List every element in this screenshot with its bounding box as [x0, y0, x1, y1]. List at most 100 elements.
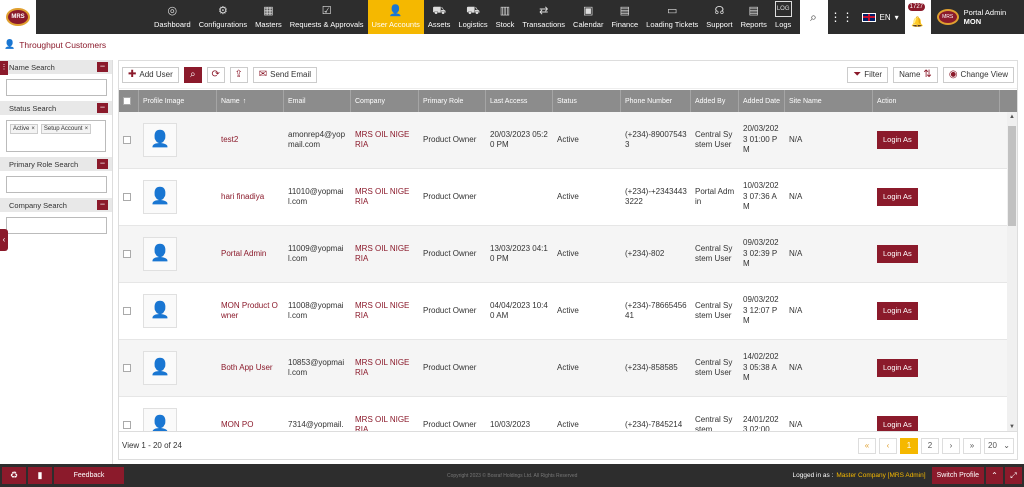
- column-header-site-name[interactable]: Site Name: [785, 90, 873, 112]
- send-email-button[interactable]: ✉ Send Email: [252, 66, 318, 83]
- column-header-status[interactable]: Status: [553, 90, 621, 112]
- nav-item-logistics[interactable]: ⛟ Logistics: [454, 0, 491, 34]
- cell-value[interactable]: Portal Admin: [221, 248, 267, 258]
- cell-value[interactable]: hari finadiya: [221, 191, 265, 201]
- nav-item-masters[interactable]: ▦ Masters: [251, 0, 286, 34]
- apps-grid-icon[interactable]: ⋮⋮: [829, 10, 854, 24]
- select-all-checkbox[interactable]: [123, 97, 131, 105]
- recycle-icon[interactable]: ♻: [2, 467, 26, 484]
- status-tag-setup-account[interactable]: Setup Account ×: [40, 124, 92, 134]
- table-row[interactable]: 👤 MON PO 7314@yopmail. MRS OIL NIGERIA Produ…: [119, 397, 1017, 432]
- page-1-button[interactable]: 1: [900, 437, 918, 454]
- change-view-button[interactable]: ◉ Change View: [942, 66, 1014, 83]
- bookmark-icon[interactable]: ▮: [28, 467, 52, 484]
- nav-item-user-accounts[interactable]: 👤 User Accounts: [367, 0, 424, 34]
- column-header-last-access[interactable]: Last Access: [486, 90, 553, 112]
- feedback-button[interactable]: Feedback: [54, 467, 124, 484]
- nav-item-finance[interactable]: ▤ Finance: [607, 0, 642, 34]
- row-checkbox[interactable]: [123, 193, 131, 201]
- column-header-added-date[interactable]: Added Date: [739, 90, 785, 112]
- table-row[interactable]: 👤 hari finadiya 11010@yopmail.com MRS OIL N…: [119, 169, 1017, 226]
- notification-bell[interactable]: 1727 🔔: [904, 0, 931, 34]
- login-as-button[interactable]: Login As: [877, 130, 918, 150]
- row-checkbox[interactable]: [123, 136, 131, 144]
- collapse-primary-role-search-button[interactable]: −: [97, 159, 108, 169]
- login-as-button[interactable]: Login As: [877, 358, 918, 378]
- cell-added-by: Central System User: [691, 340, 739, 396]
- cell-value[interactable]: test2: [221, 134, 239, 144]
- status-search-multiselect[interactable]: Active × Setup Account ×: [6, 120, 106, 152]
- table-row[interactable]: 👤 test2 amonrep4@yopmail.com MRS OIL NIGERI…: [119, 112, 1017, 169]
- nav-item-reports[interactable]: ▤ Reports: [737, 0, 771, 34]
- company-search-input[interactable]: [6, 217, 107, 234]
- cell-value: Product Owner: [423, 305, 477, 315]
- table-scrollbar[interactable]: ▲ ▼: [1007, 112, 1017, 432]
- page-size-select[interactable]: 20 ⌄: [984, 437, 1014, 454]
- nav-item-stock[interactable]: ▥ Stock: [492, 0, 519, 34]
- cell-value[interactable]: MON PO: [221, 419, 254, 429]
- cell-value[interactable]: MON Product Owner: [221, 300, 278, 321]
- nav-item-loading-tickets[interactable]: ▭ Loading Tickets: [642, 0, 702, 34]
- scroll-down-icon[interactable]: ▼: [1009, 424, 1015, 430]
- fullscreen-icon[interactable]: ⤢: [1005, 467, 1022, 484]
- row-checkbox[interactable]: [123, 250, 131, 258]
- scrollbar-thumb[interactable]: [1008, 126, 1016, 226]
- nav-item-transactions[interactable]: ⇄ Transactions: [518, 0, 569, 34]
- column-header-email[interactable]: Email: [284, 90, 351, 112]
- sidebar-menu-handle[interactable]: ⋮: [0, 61, 8, 75]
- login-as-button[interactable]: Login As: [877, 415, 918, 432]
- name-search-input[interactable]: [6, 79, 107, 96]
- collapse-name-search-button[interactable]: −: [97, 62, 108, 72]
- refresh-button[interactable]: ⟳: [206, 66, 225, 83]
- login-as-button[interactable]: Login As: [877, 187, 918, 207]
- chevron-up-icon[interactable]: ⌃: [986, 467, 1003, 484]
- column-header-profile-image[interactable]: Profile Image: [139, 90, 217, 112]
- user-menu[interactable]: MRS Portal Admin MON: [931, 0, 1013, 34]
- row-checkbox[interactable]: [123, 364, 131, 372]
- nav-item-dashboard[interactable]: ◎ Dashboard: [150, 0, 195, 34]
- prev-page-button[interactable]: ‹: [879, 437, 897, 454]
- column-header-added-by[interactable]: Added By: [691, 90, 739, 112]
- nav-item-assets[interactable]: ⛟ Assets: [424, 0, 455, 34]
- column-header-action[interactable]: Action: [873, 90, 1000, 112]
- search-button[interactable]: ⌕: [183, 66, 202, 83]
- collapse-company-search-button[interactable]: −: [97, 200, 108, 210]
- login-as-button[interactable]: Login As: [877, 301, 918, 321]
- add-user-button[interactable]: ✚ Add User: [122, 66, 179, 83]
- cell-value[interactable]: Both App User: [221, 362, 273, 372]
- nav-item-requests-approvals[interactable]: ☑ Requests & Approvals: [286, 0, 368, 34]
- sort-name-button[interactable]: Name ⇅: [893, 66, 938, 83]
- export-button[interactable]: ⇪: [229, 66, 248, 83]
- first-page-button[interactable]: «: [858, 437, 876, 454]
- login-as-button[interactable]: Login As: [877, 244, 918, 264]
- search-icon[interactable]: ⌕: [799, 0, 828, 34]
- column-header-phone-number[interactable]: Phone Number: [621, 90, 691, 112]
- nav-item-configurations[interactable]: ⚙ Configurations: [195, 0, 251, 34]
- collapse-status-search-button[interactable]: −: [97, 103, 108, 113]
- last-page-button[interactable]: »: [963, 437, 981, 454]
- scroll-up-icon[interactable]: ▲: [1009, 114, 1015, 120]
- action-cell: Login As: [873, 112, 1000, 168]
- filter-button[interactable]: ⏷ Filter: [847, 66, 889, 83]
- nav-item-support[interactable]: ☊ Support: [702, 0, 736, 34]
- column-header-company[interactable]: Company: [351, 90, 419, 112]
- remove-tag-icon[interactable]: ×: [84, 126, 89, 132]
- status-tag-active[interactable]: Active ×: [10, 124, 38, 134]
- table-row[interactable]: 👤 Portal Admin 11009@yopmail.com MRS OIL NI…: [119, 226, 1017, 283]
- sidebar-toggle-chevron-icon[interactable]: ‹: [0, 229, 8, 251]
- page-2-button[interactable]: 2: [921, 437, 939, 454]
- table-row[interactable]: 👤 MON Product Owner 11008@yopmail.com MRS O…: [119, 283, 1017, 340]
- column-header-primary-role[interactable]: Primary Role: [419, 90, 486, 112]
- remove-tag-icon[interactable]: ×: [31, 126, 35, 132]
- next-page-button[interactable]: ›: [942, 437, 960, 454]
- column-header-name[interactable]: Name ↑: [217, 90, 284, 112]
- primary-role-search-input[interactable]: [6, 176, 107, 193]
- language-selector[interactable]: EN ▾: [856, 0, 905, 34]
- nav-item-logs[interactable]: LOG Logs: [771, 0, 796, 34]
- table-row[interactable]: 👤 Both App User 10853@yopmail.com MRS OIL N…: [119, 340, 1017, 397]
- brand-logo[interactable]: MRS: [0, 0, 36, 34]
- switch-profile-button[interactable]: Switch Profile: [931, 467, 984, 484]
- nav-item-calendar[interactable]: ▣ Calendar: [569, 0, 607, 34]
- row-checkbox[interactable]: [123, 421, 131, 429]
- row-checkbox[interactable]: [123, 307, 131, 315]
